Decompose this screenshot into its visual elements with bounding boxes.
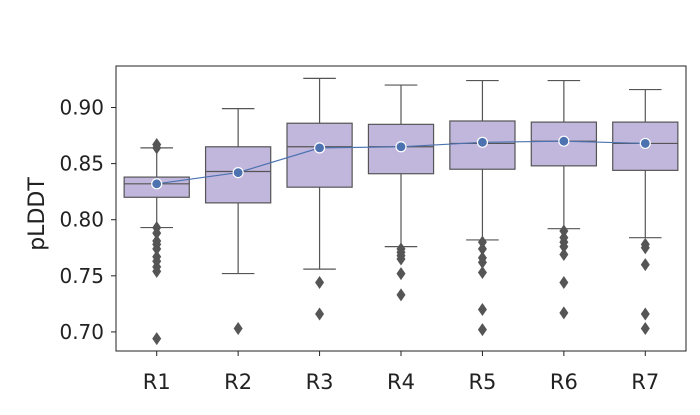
outlier-point (396, 252, 406, 266)
mean-point (558, 135, 570, 147)
outlier-point (559, 224, 569, 238)
outlier-point (396, 267, 406, 281)
outlier-point (477, 242, 487, 256)
outlier-point (152, 332, 162, 346)
mean-point (313, 142, 326, 154)
outlier-point (640, 258, 650, 272)
outlier-point (315, 307, 325, 321)
x-tick-label: R5 (468, 370, 496, 394)
mean-point (639, 137, 651, 150)
outlier-point (477, 265, 487, 279)
outlier-point (152, 242, 162, 256)
mean-point (151, 178, 163, 190)
outlier-point (559, 276, 569, 290)
outlier-point (477, 255, 487, 269)
x-tick-label: R6 (550, 370, 578, 394)
outlier-point (559, 306, 569, 320)
x-tick-label: R1 (143, 370, 171, 394)
plot-area: 0.70 0.75 0.80 0.85 0.90 R1 R2 R3 R4 R5 R6 R7 (59, 65, 687, 394)
outlier-point (640, 241, 650, 255)
outlier-point (233, 322, 243, 336)
outlier-point (477, 235, 487, 249)
x-tick-label: R4 (387, 370, 415, 394)
x-tick-label: R2 (224, 370, 252, 394)
outlier-point (315, 276, 325, 290)
y-tick-label: 0.70 (59, 320, 104, 344)
mean-point (232, 166, 244, 179)
y-tick-label: 0.85 (59, 152, 104, 176)
outlier-point (152, 264, 162, 278)
outlier-point (152, 141, 162, 155)
y-tick-label: 0.80 (59, 208, 104, 232)
x-tick-label: R7 (631, 370, 659, 394)
y-tick-label: 0.75 (59, 264, 104, 288)
box-R3 (286, 122, 353, 188)
mean-point (476, 136, 489, 148)
outlier-point (152, 226, 162, 240)
x-tick-label: R3 (306, 370, 334, 394)
outlier-point (640, 307, 650, 321)
y-tick-label: 0.90 (59, 96, 104, 120)
outlier-point (477, 323, 487, 337)
outlier-point (559, 248, 569, 262)
mean-point (395, 141, 407, 153)
y-axis-title: pLDDT (25, 177, 50, 251)
outlier-point (559, 240, 569, 254)
outlier-point (477, 302, 487, 316)
outlier-point (640, 322, 650, 336)
outlier-point (396, 288, 406, 302)
